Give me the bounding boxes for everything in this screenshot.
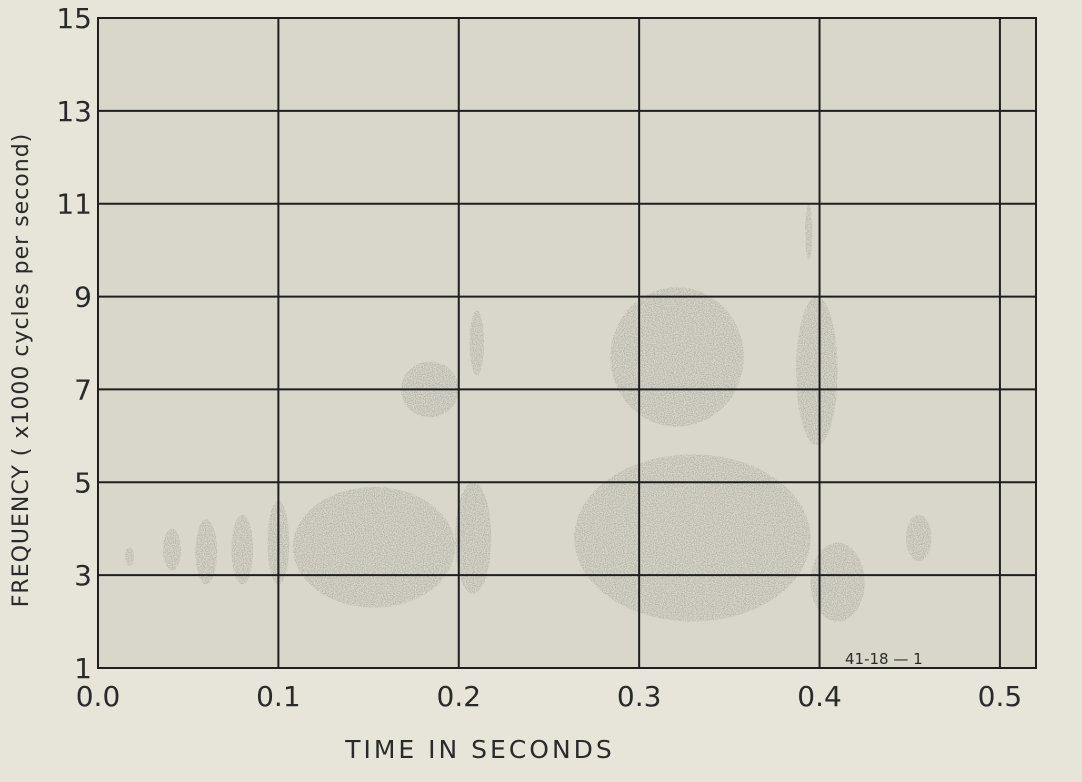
x-tick-0.4: 0.4: [797, 680, 842, 713]
energy-region-15: [906, 514, 932, 562]
gridlines: [97, 17, 1037, 669]
y-tick-11: 11: [56, 188, 92, 221]
energy-region-14: [810, 542, 865, 622]
x-tick-labels: 0.0 0.1 0.2 0.3 0.4 0.5: [76, 680, 1022, 713]
energy-region-12: [796, 296, 838, 446]
energy-region-3: [195, 519, 218, 585]
y-tick-15: 15: [56, 2, 92, 35]
energy-region-6: [292, 486, 456, 608]
energy-region-13: [805, 203, 813, 260]
y-tick-3: 3: [74, 559, 92, 592]
x-tick-0.2: 0.2: [437, 680, 482, 713]
x-tick-0.1: 0.1: [256, 680, 301, 713]
y-tick-13: 13: [56, 95, 92, 128]
energy-region-9: [469, 310, 485, 376]
energy-region-7: [455, 482, 492, 594]
plot-background: [98, 18, 1036, 668]
energy-region-11: [610, 287, 744, 427]
energy-regions: [125, 203, 932, 622]
y-tick-5: 5: [74, 466, 92, 499]
energy-region-1: [125, 547, 135, 566]
energy-region-10: [574, 454, 811, 622]
x-tick-0.5: 0.5: [978, 680, 1023, 713]
energy-region-4: [231, 514, 254, 585]
x-tick-0.0: 0.0: [76, 680, 121, 713]
y-tick-9: 9: [74, 281, 92, 314]
x-axis-title: TIME IN SECONDS: [344, 735, 615, 764]
x-tick-0.3: 0.3: [617, 680, 662, 713]
plate-annotation: 41-18 — 1: [845, 650, 923, 668]
energy-region-2: [162, 528, 181, 571]
y-tick-7: 7: [74, 373, 92, 406]
y-axis-title: FREQUENCY ( x1000 cycles per second): [9, 133, 34, 608]
y-tick-1: 1: [74, 652, 92, 685]
